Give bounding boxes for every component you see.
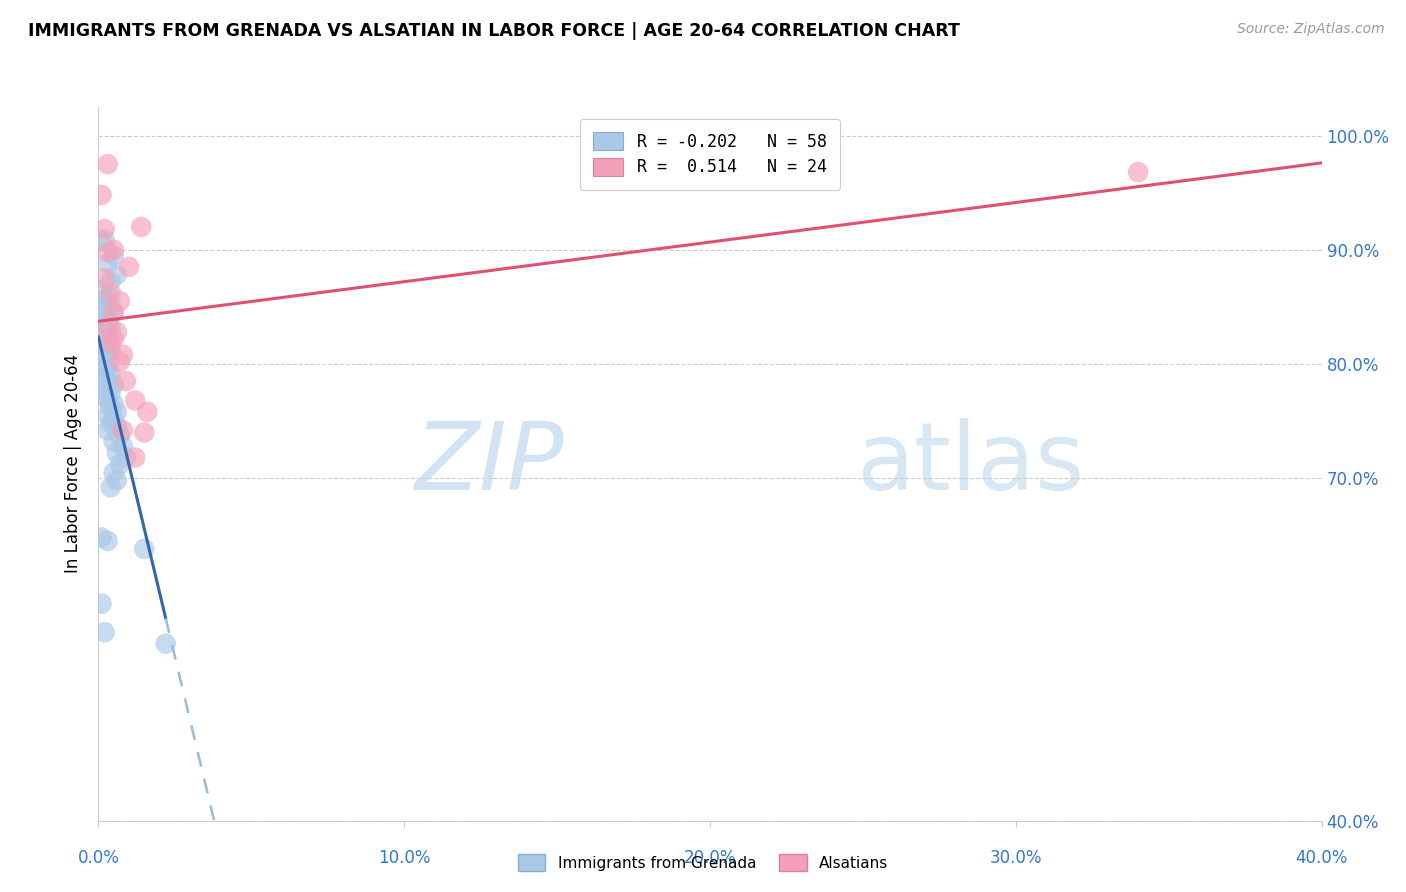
Text: 0.0%: 0.0%: [77, 849, 120, 867]
Point: [90, 317, 112, 331]
Point: [97, 256, 120, 270]
Point: [111, 439, 134, 453]
Point: [134, 541, 156, 556]
Point: [97, 351, 120, 366]
Point: [97, 340, 120, 354]
Point: [93, 232, 115, 246]
Point: [103, 305, 125, 319]
Point: [100, 480, 122, 494]
Point: [103, 243, 125, 257]
Point: [93, 370, 115, 384]
Point: [97, 362, 120, 376]
Point: [136, 405, 159, 419]
Text: IMMIGRANTS FROM GRENADA VS ALSATIAN IN LABOR FORCE | AGE 20-64 CORRELATION CHART: IMMIGRANTS FROM GRENADA VS ALSATIAN IN L…: [28, 22, 960, 40]
Point: [100, 320, 122, 334]
Point: [103, 332, 125, 346]
Point: [103, 411, 125, 425]
Point: [100, 286, 122, 301]
Point: [97, 328, 120, 343]
Point: [129, 219, 152, 234]
Point: [100, 366, 122, 380]
Point: [90, 531, 112, 545]
Point: [100, 275, 122, 289]
Point: [105, 419, 128, 434]
Point: [90, 283, 112, 297]
Text: 20.0%: 20.0%: [683, 849, 737, 867]
Point: [97, 393, 120, 408]
Point: [100, 336, 122, 351]
Point: [115, 450, 138, 465]
Point: [97, 291, 120, 305]
Point: [93, 222, 115, 236]
Point: [105, 325, 128, 339]
Text: 40.0%: 40.0%: [1295, 849, 1348, 867]
Text: Source: ZipAtlas.com: Source: ZipAtlas.com: [1237, 22, 1385, 37]
Point: [103, 248, 125, 262]
Point: [124, 450, 146, 465]
Point: [105, 446, 128, 460]
Point: [103, 397, 125, 411]
Point: [90, 235, 112, 249]
Point: [93, 359, 115, 374]
Point: [90, 597, 112, 611]
Point: [90, 188, 112, 202]
Point: [97, 382, 120, 396]
Point: [93, 325, 115, 339]
Text: 10.0%: 10.0%: [378, 849, 430, 867]
Point: [103, 305, 125, 319]
Point: [93, 348, 115, 362]
Point: [90, 332, 112, 346]
Point: [111, 348, 134, 362]
Point: [108, 354, 131, 368]
Point: [97, 409, 120, 423]
Point: [97, 533, 120, 548]
Point: [97, 374, 120, 388]
Point: [100, 401, 122, 415]
Point: [93, 271, 115, 285]
Point: [97, 320, 120, 334]
Point: [103, 466, 125, 480]
Point: [90, 354, 112, 368]
Point: [155, 637, 177, 651]
Text: ZIP: ZIP: [413, 418, 564, 509]
Point: [97, 157, 120, 171]
Point: [103, 434, 125, 449]
Point: [108, 427, 131, 442]
Point: [105, 268, 128, 282]
Point: [100, 343, 122, 358]
Y-axis label: In Labor Force | Age 20-64: In Labor Force | Age 20-64: [65, 354, 83, 574]
Point: [108, 294, 131, 309]
Point: [103, 377, 125, 392]
Point: [97, 423, 120, 437]
Point: [93, 336, 115, 351]
Point: [93, 309, 115, 323]
Point: [134, 425, 156, 440]
Point: [97, 245, 120, 260]
Legend: Immigrants from Grenada, Alsatians: Immigrants from Grenada, Alsatians: [512, 848, 894, 877]
Point: [93, 389, 115, 403]
Point: [118, 260, 141, 274]
Point: [105, 474, 128, 488]
Point: [97, 302, 120, 317]
Point: [97, 313, 120, 327]
Legend: R = -0.202   N = 58, R =  0.514   N = 24: R = -0.202 N = 58, R = 0.514 N = 24: [581, 119, 839, 190]
Text: 30.0%: 30.0%: [990, 849, 1042, 867]
Point: [1128, 165, 1150, 179]
Point: [100, 417, 122, 431]
Point: [100, 385, 122, 400]
Text: atlas: atlas: [856, 417, 1085, 510]
Point: [124, 393, 146, 408]
Point: [108, 458, 131, 472]
Point: [105, 405, 128, 419]
Point: [115, 374, 138, 388]
Point: [111, 423, 134, 437]
Point: [100, 297, 122, 311]
Point: [93, 625, 115, 640]
Point: [93, 294, 115, 309]
